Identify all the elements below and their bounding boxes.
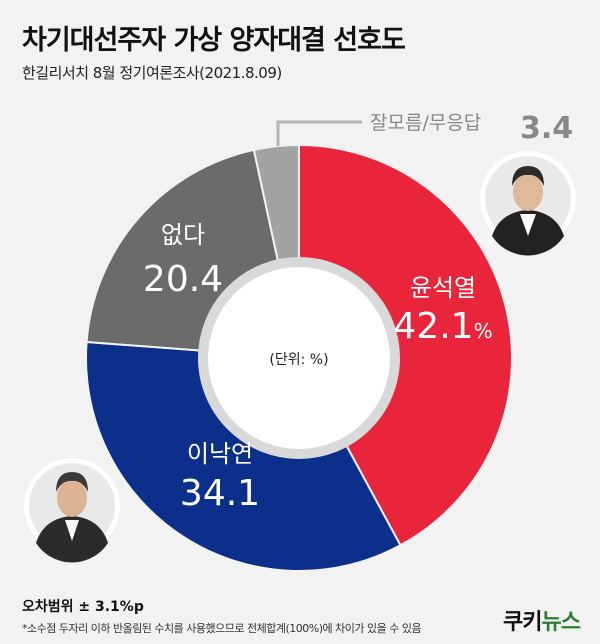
center-note: (단위: %) (269, 352, 328, 368)
label-dontknow-name: 잘모름/무응답 (370, 112, 481, 134)
donut-hole (198, 257, 400, 459)
margin-of-error: 오차범위 ± 3.1%p (22, 599, 144, 615)
callout-line (276, 120, 362, 146)
logo-left: 쿠키 (503, 610, 542, 635)
label-lee-name: 이낙연 (187, 440, 253, 468)
chart-subtitle: 한길리서치 8월 정기여론조사(2021.8.09) (22, 64, 282, 82)
chart-title: 차기대선주자 가상 양자대결 선호도 (22, 25, 406, 56)
label-none-value: 20.4 (143, 259, 223, 300)
footnote: *소수점 두자리 이하 반올림된 수치를 사용했으므로 전체합계(100%)에 … (22, 622, 422, 635)
label-yoon-name: 윤석열 (410, 274, 476, 302)
donut-chart: (단위: %) 윤석열 42.1% 이낙연 34.1 없다 20.4 잘모름/무… (24, 111, 576, 572)
yoon-photo-icon (480, 151, 576, 256)
label-yoon-unit: % (474, 319, 493, 343)
label-dontknow-value: 3.4 (520, 111, 573, 146)
logo: 쿠키뉴스 (503, 604, 581, 636)
pie-slice-1 (85, 340, 402, 572)
label-none-name: 없다 (161, 221, 205, 249)
label-lee-value: 34.1 (180, 473, 260, 514)
slices (85, 143, 513, 572)
label-yoon-value: 42.1% (393, 306, 492, 347)
label-yoon-value-num: 42.1 (393, 306, 473, 347)
logo-right: 뉴스 (541, 610, 581, 635)
pie-slice-0 (298, 143, 513, 547)
lee-photo-icon (24, 458, 120, 563)
